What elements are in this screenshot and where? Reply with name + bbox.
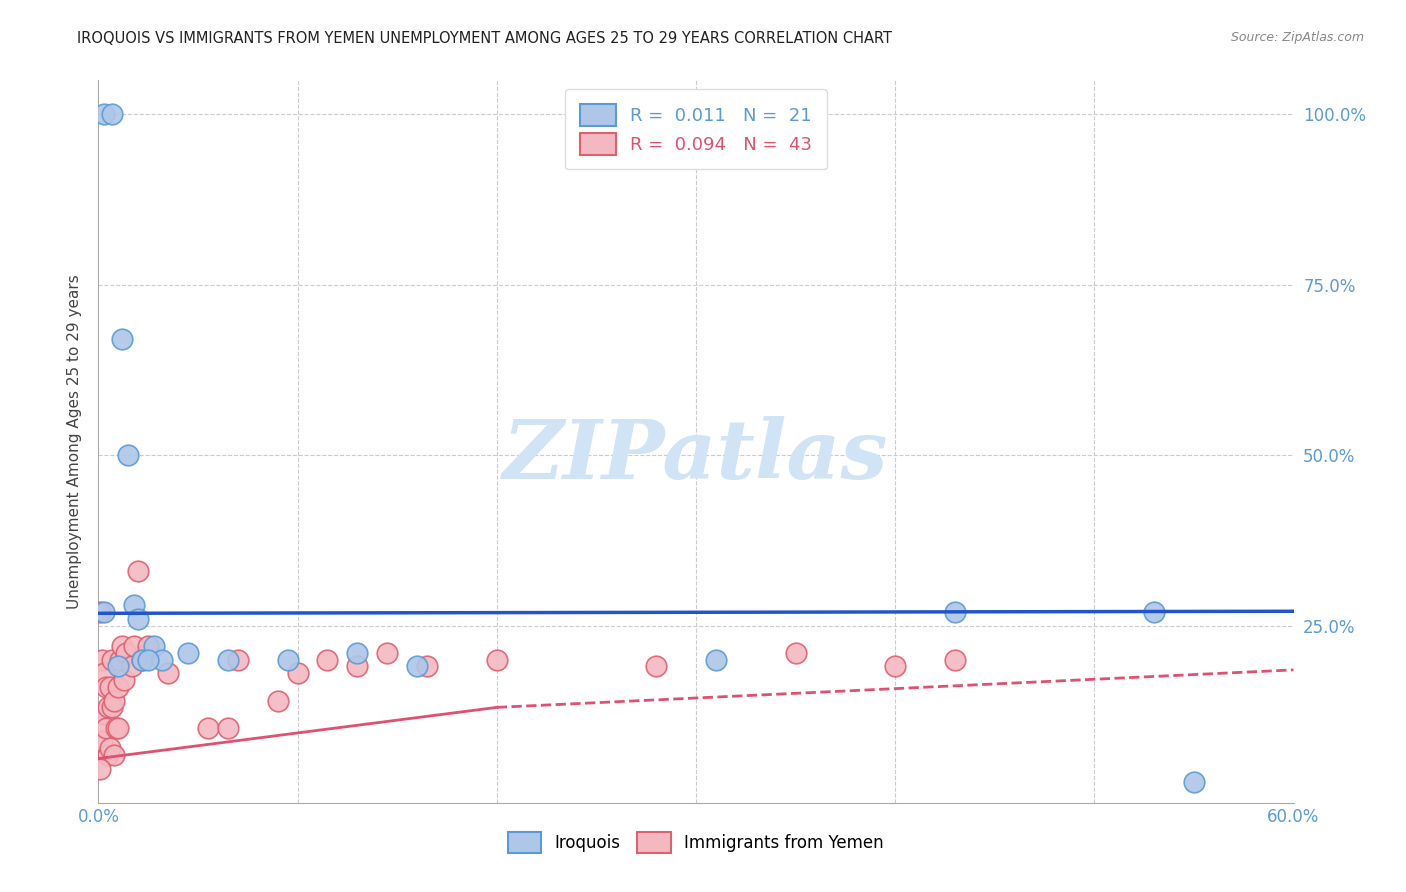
Text: IROQUOIS VS IMMIGRANTS FROM YEMEN UNEMPLOYMENT AMONG AGES 25 TO 29 YEARS CORRELA: IROQUOIS VS IMMIGRANTS FROM YEMEN UNEMPL… (77, 31, 893, 46)
Point (645, 659, 668, 673)
Y-axis label: Unemployment Among Ages 25 to 29 years: Unemployment Among Ages 25 to 29 years (67, 274, 83, 609)
Point (112, 673, 135, 687)
Point (124, 598, 146, 612)
Point (217, 653, 239, 667)
Point (346, 646, 368, 660)
Point (217, 721, 239, 735)
Point (884, 659, 907, 673)
Point (416, 659, 439, 673)
Point (91, 653, 114, 667)
Point (107, 680, 129, 694)
Point (107, 659, 129, 673)
Point (785, 646, 807, 660)
Point (136, 639, 159, 653)
Point (150, 653, 173, 667)
Point (1182, 775, 1205, 789)
Point (111, 332, 134, 346)
Point (111, 639, 134, 653)
Point (93, 107, 115, 121)
Text: Source: ZipAtlas.com: Source: ZipAtlas.com (1230, 31, 1364, 45)
Point (89, 762, 111, 776)
Point (89, 605, 111, 619)
Legend: Iroquois, Immigrants from Yemen: Iroquois, Immigrants from Yemen (502, 826, 890, 860)
Point (103, 693, 125, 707)
Point (105, 721, 128, 735)
Point (96, 680, 118, 694)
Point (157, 666, 180, 681)
Point (96, 721, 118, 735)
Point (277, 653, 299, 667)
Point (704, 653, 727, 667)
Point (177, 646, 200, 660)
Point (143, 639, 166, 653)
Point (93, 605, 115, 619)
Point (267, 693, 290, 707)
Point (124, 639, 146, 653)
Point (1143, 605, 1166, 619)
Point (101, 653, 124, 667)
Point (103, 748, 125, 763)
Point (101, 107, 124, 121)
Point (93, 707, 115, 722)
Point (93, 666, 115, 681)
Point (316, 653, 339, 667)
Text: ZIPatlas: ZIPatlas (503, 416, 889, 496)
Point (97, 700, 120, 714)
Point (115, 646, 138, 660)
Point (131, 653, 153, 667)
Point (943, 653, 966, 667)
Point (136, 653, 159, 667)
Point (91, 734, 114, 748)
Point (131, 653, 153, 667)
Point (101, 700, 124, 714)
Point (127, 564, 149, 578)
Point (121, 659, 143, 673)
Point (110, 653, 132, 667)
Point (287, 666, 309, 681)
Point (197, 721, 219, 735)
Point (346, 659, 368, 673)
Point (485, 653, 508, 667)
Point (226, 653, 249, 667)
Point (117, 448, 139, 462)
Point (943, 605, 966, 619)
Point (375, 646, 398, 660)
Point (406, 659, 429, 673)
Point (98, 680, 122, 694)
Point (97, 748, 120, 763)
Point (127, 612, 149, 626)
Point (98, 741, 122, 756)
Point (107, 721, 129, 735)
